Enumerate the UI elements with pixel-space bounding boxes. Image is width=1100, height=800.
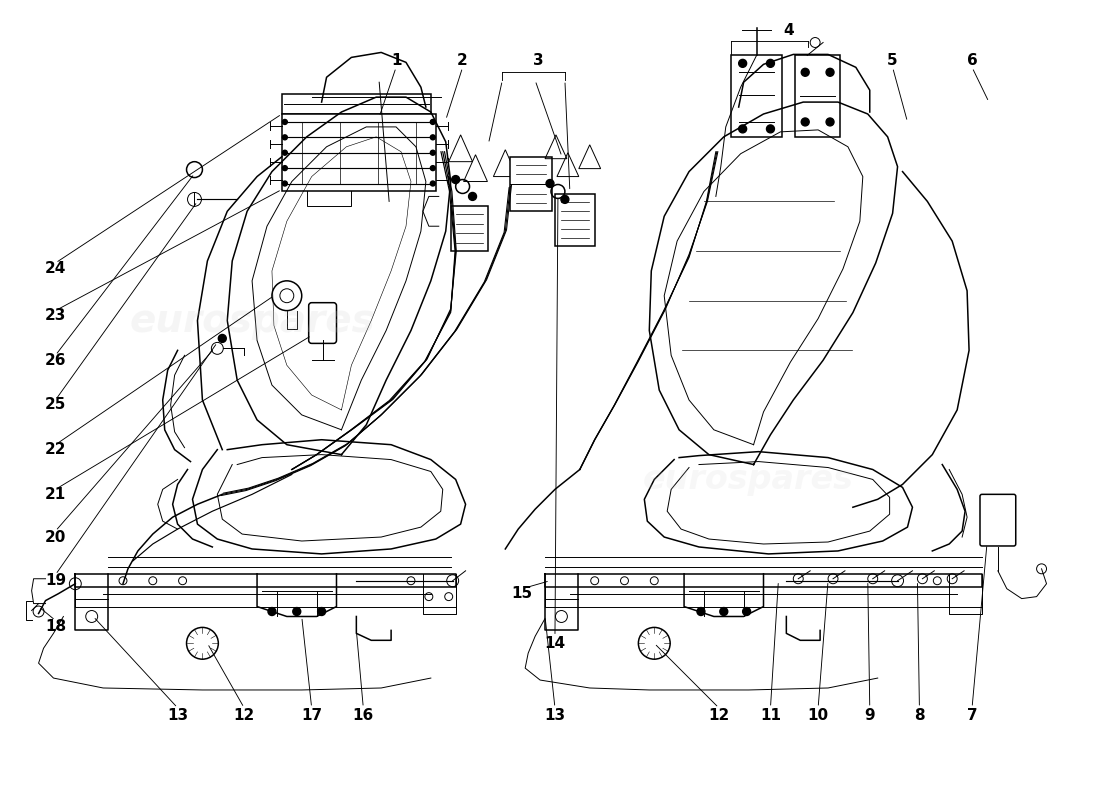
Text: 15: 15 (512, 586, 532, 601)
Text: 3: 3 (532, 53, 543, 68)
FancyBboxPatch shape (510, 157, 552, 211)
Bar (307, 178, 351, 206)
Circle shape (452, 175, 460, 183)
FancyBboxPatch shape (980, 494, 1015, 546)
Bar (795, 55, 840, 137)
Circle shape (268, 607, 276, 615)
Text: 25: 25 (45, 398, 66, 413)
Circle shape (293, 607, 300, 615)
Bar (730, 55, 782, 137)
Circle shape (826, 118, 834, 126)
Bar (282, 114, 436, 191)
Text: 12: 12 (708, 708, 729, 723)
Circle shape (719, 607, 728, 615)
Circle shape (283, 135, 287, 140)
Circle shape (283, 119, 287, 125)
Circle shape (430, 119, 436, 125)
Text: 2: 2 (458, 53, 468, 68)
Circle shape (742, 607, 750, 615)
Circle shape (561, 195, 569, 203)
Text: 10: 10 (807, 708, 828, 723)
Circle shape (739, 125, 747, 133)
FancyBboxPatch shape (451, 206, 488, 251)
Text: eurospares: eurospares (644, 463, 854, 496)
Circle shape (546, 179, 554, 187)
Text: 16: 16 (353, 708, 374, 723)
Text: 26: 26 (45, 353, 66, 368)
Circle shape (283, 150, 287, 155)
Text: 20: 20 (45, 530, 66, 545)
Text: 5: 5 (888, 53, 898, 68)
Circle shape (767, 59, 774, 67)
Circle shape (218, 334, 227, 342)
Circle shape (318, 607, 326, 615)
Text: eurospares: eurospares (129, 302, 375, 339)
Text: 22: 22 (45, 442, 66, 457)
Text: 18: 18 (45, 619, 66, 634)
Text: 4: 4 (783, 23, 793, 38)
Circle shape (801, 118, 810, 126)
Text: 13: 13 (167, 708, 188, 723)
Text: 11: 11 (760, 708, 781, 723)
Text: 14: 14 (544, 636, 565, 650)
Circle shape (283, 181, 287, 186)
Text: 17: 17 (301, 708, 322, 723)
Circle shape (801, 68, 810, 76)
Circle shape (697, 607, 705, 615)
Text: 8: 8 (914, 708, 925, 723)
Text: 21: 21 (45, 487, 66, 502)
Text: 13: 13 (544, 708, 565, 723)
Circle shape (430, 166, 436, 170)
Circle shape (767, 125, 774, 133)
Text: 9: 9 (865, 708, 876, 723)
Text: 24: 24 (45, 262, 66, 277)
Circle shape (469, 193, 476, 200)
Text: 1: 1 (390, 53, 402, 68)
FancyBboxPatch shape (556, 194, 595, 246)
Circle shape (430, 150, 436, 155)
Text: 19: 19 (45, 574, 66, 588)
Bar (282, 94, 431, 114)
Circle shape (283, 166, 287, 170)
Text: 23: 23 (45, 308, 66, 323)
Text: 12: 12 (233, 708, 255, 723)
Text: 7: 7 (967, 708, 978, 723)
Text: 6: 6 (967, 53, 978, 68)
Circle shape (430, 181, 436, 186)
FancyBboxPatch shape (309, 302, 337, 343)
Circle shape (739, 59, 747, 67)
Circle shape (826, 68, 834, 76)
Circle shape (430, 135, 436, 140)
